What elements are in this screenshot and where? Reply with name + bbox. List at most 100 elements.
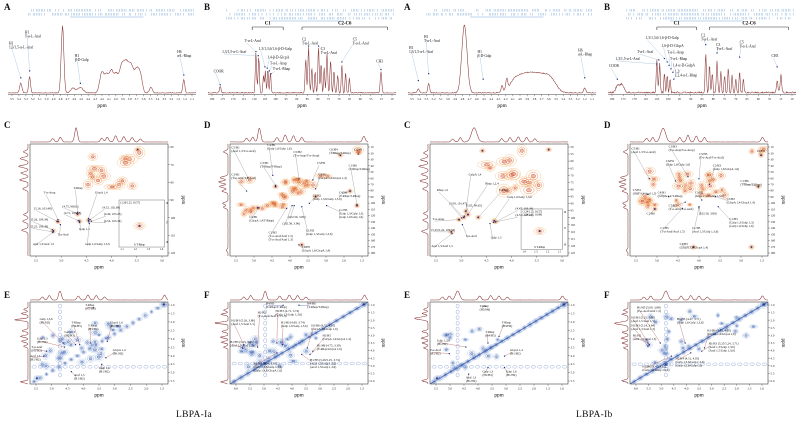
svg-text:4.4: 4.4 [86,97,90,101]
svg-text:3.0: 3.0 [709,387,714,391]
svg-text:55: 55 [768,97,772,101]
svg-text:18: 18 [166,241,169,244]
svg-text:H11,3/1,5-α-L-Araf: H1 1,3/1,5-α-L-Araf [409,46,434,55]
svg-text:140: 140 [371,226,376,230]
svg-text:2.0: 2.0 [346,387,351,391]
svg-text:100: 100 [371,201,376,205]
panel-hmbc-ia: D 10 20 30 40 50 60 70 80 90 100 110 120 130 140 150 160… [200,118,400,288]
svg-text:5.0: 5.0 [771,364,775,368]
svg-text:T-α-L-Arap: T-α-L-Arap [270,61,287,65]
svg-text:C1/H1: C1/H1 [354,148,363,152]
group-label-text: LBPA-Ib [576,410,613,420]
svg-text:H4/H6(T-Rhap/T-Rhap): H4/H6 (T-Rhap/T-Rhap) [307,301,328,309]
svg-text:1.3: 1.3 [176,97,180,101]
svg-text:3.6: 3.6 [142,97,146,101]
svg-text:100: 100 [571,216,576,220]
svg-text:3.7: 3.7 [135,97,139,101]
svg-text:1.3: 1.3 [534,250,538,253]
svg-text:ppm: ppm [294,265,303,271]
svg-text:2.5: 2.5 [128,387,133,391]
svg-text:H1/H3 (4.71, 3.74)(Galp 1,3/Ga: H1/H3 (4.71, 3.74) (Galp 1,3/Galp 1,3,6) [276,309,303,318]
svg-text:3.4: 3.4 [155,97,159,101]
svg-text:ppm: ppm [494,393,503,399]
panel-plot-Ia-A: 5.5 5.4 5.3 5.2 5.1 5.0 4.9 4.8 4.7 4.6 4.5 4.4 4.3 4… [8,9,197,109]
svg-text:5.0: 5.0 [446,97,450,101]
svg-text:60: 60 [571,159,575,163]
svg-text:T-Rhap: T-Rhap [499,188,509,192]
svg-text:H1β-D-Galp: H1 β-D-Galp [75,54,89,62]
svg-text:3.8: 3.8 [128,97,132,101]
svg-text:1.1: 1.1 [120,248,124,251]
svg-text:H1/H5(GlcpA 1,4/GlcpA 1,4): H1/H5 (GlcpA 1,4/GlcpA 1,4) [322,333,350,342]
panel-1h-nmr-ib: A 5.5 5.4 5.3 5.2 5.1 5.0 4.9 4.8 4.7 4.6 4.5 4.4 4.3… [400,0,600,118]
svg-text:ppm: ppm [694,265,703,271]
svg-text:5.5: 5.5 [434,259,439,263]
svg-text:4.5: 4.5 [79,97,83,101]
svg-text:4.0: 4.0 [171,354,175,358]
svg-text:110: 110 [571,230,576,234]
svg-text:C3/H2(Galp 1,3,6/Galp 1,3,6): C3/H2 (Galp 1,3,6/Galp 1,3,6) [695,190,724,199]
svg-text:1.1: 1.1 [558,250,562,253]
svg-text:4.4: 4.4 [489,97,493,101]
svg-text:ppm: ppm [97,103,106,109]
panel-13c-nmr-ia: B C1 C2-C6 180 175 170 115 110 105 100 95 90 85 80 75 7… [200,0,400,118]
svg-text:Galp 1,3,6(H1/H2): Galp 1,3,6 (H1/H2) [40,317,53,325]
svg-text:C2-C6: C2-C6 [742,22,756,27]
svg-text:T-Rhap(H3/H4): T-Rhap (H3/H4) [502,320,512,328]
svg-text:3.0: 3.0 [324,259,329,263]
svg-text:100: 100 [273,97,278,101]
svg-text:2.0: 2.0 [571,320,575,324]
svg-text:4.0: 4.0 [81,387,86,391]
panel-plot-Ib-A: 5.5 5.4 5.3 5.2 5.1 5.0 4.9 4.8 4.7 4.6 4.5 4.4 4.3 4… [407,9,597,109]
svg-text:T-Rhap(H4/H5): T-Rhap (H4/H5) [71,320,81,328]
svg-text:1.0: 1.0 [171,303,175,307]
panel-letter: A [404,2,411,12]
svg-text:18: 18 [563,243,566,246]
svg-text:4.0: 4.0 [571,354,575,358]
svg-text:1.0: 1.0 [771,303,775,307]
svg-text:175: 175 [621,97,626,101]
svg-text:100: 100 [171,216,176,220]
svg-text:(4.71, 103.18): (4.71, 103.18) [64,211,82,216]
svg-text:C1/H3(Galp 1,3/Galp 1,3,6): C1/H3 (Galp 1,3/Galp 1,3,6) [306,228,333,237]
svg-text:80: 80 [316,97,320,101]
svg-text:(4.49, 103.23): (4.49, 103.23) [104,212,122,217]
svg-text:90: 90 [571,202,575,206]
svg-text:3.5: 3.5 [490,387,495,391]
group-lbpa-ia: A 5.5 5.4 5.3 5.2 5.1 5.0 4.9 4.8 4.7 4.6 4.5 4.4 4.3… [0,0,400,425]
svg-text:95: 95 [678,97,682,101]
svg-text:1.2: 1.2 [546,250,550,253]
svg-text:C3/H1(T-α-Araf/T-α-Araf): C3/H1 (T-α-Araf/T-α-Araf) [231,172,256,180]
svg-text:C3/H2(GlcpA 1,4/GlcpA 1,4): C3/H2 (GlcpA 1,4/GlcpA 1,4) [318,172,346,181]
panel-noesy-ia: F 1.0 1.5 2.0 2.5 3.0 3.5 4.0 4.5 5.0 5.5 6.0 ppm 6.0… [200,288,400,410]
svg-text:5.2: 5.2 [432,97,436,101]
panel-plot-Ib-E: 1.0 1.5 2.0 2.5 3.0 3.5 4.0 4.5 5.0 5.5 ppm 5.5 5.0 4… [414,290,585,399]
svg-text:C1: C1 [674,22,680,27]
svg-text:(4.47, 103.34): (4.47, 103.34) [516,207,534,212]
svg-text:T-α-Arap: T-α-Arap [44,190,56,194]
svg-text:1.2: 1.2 [134,248,138,251]
svg-text:T-α-Arap: T-α-Arap [433,217,445,221]
svg-text:5.4: 5.4 [17,97,21,101]
svg-text:T-α-Araf(H1/H2): T-α-Araf (H1/H2) [430,348,442,356]
svg-text:Galp 1,3,6(H1/H2): Galp 1,3,6 (H1/H2) [437,338,450,346]
svg-text:1.5: 1.5 [546,387,551,391]
svg-text:16: 16 [563,211,566,214]
panel-letter: E [404,290,411,300]
svg-text:3.5: 3.5 [149,97,153,101]
svg-text:150: 150 [371,232,376,236]
svg-text:50: 50 [571,145,575,149]
svg-text:(1.24/1.25, 16.57): (1.24/1.25, 16.57) [523,210,542,213]
svg-text:C3/H1(T-Rhap/T-Rhap): C3/H1 (T-Rhap/T-Rhap) [260,161,281,169]
svg-text:ppm: ppm [380,196,385,205]
svg-text:15: 15 [380,97,384,101]
svg-text:5.5: 5.5 [34,259,39,263]
svg-text:1.1: 1.1 [190,97,194,101]
svg-text:C1/H3(Araf 1,5/Galp 1,3,6): C1/H3 (Araf 1,5/Galp 1,3,6) [692,226,718,235]
group-label-ia: LBPA-Ia [0,410,400,425]
svg-text:3.2: 3.2 [576,97,580,101]
svg-text:60: 60 [757,97,761,101]
svg-text:6 T-Rhap: 6 T-Rhap [534,245,545,249]
svg-text:Galp 1,3: Galp 1,3 [79,227,90,232]
panel-letter: D [604,120,611,130]
